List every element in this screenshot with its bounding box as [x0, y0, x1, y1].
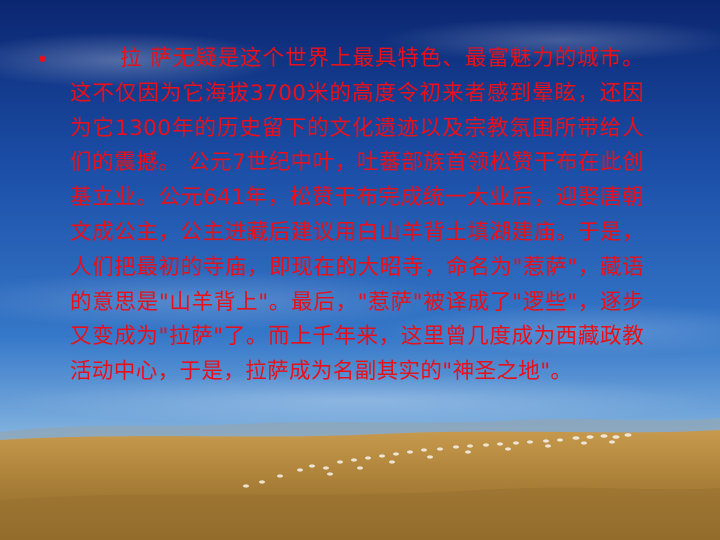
slide-body-text: 拉 萨无疑是这个世界上最具特色、最富魅力的城市。这不仅因为它海拔3700米的高度… — [70, 46, 644, 385]
bullet-marker: • — [36, 48, 49, 73]
